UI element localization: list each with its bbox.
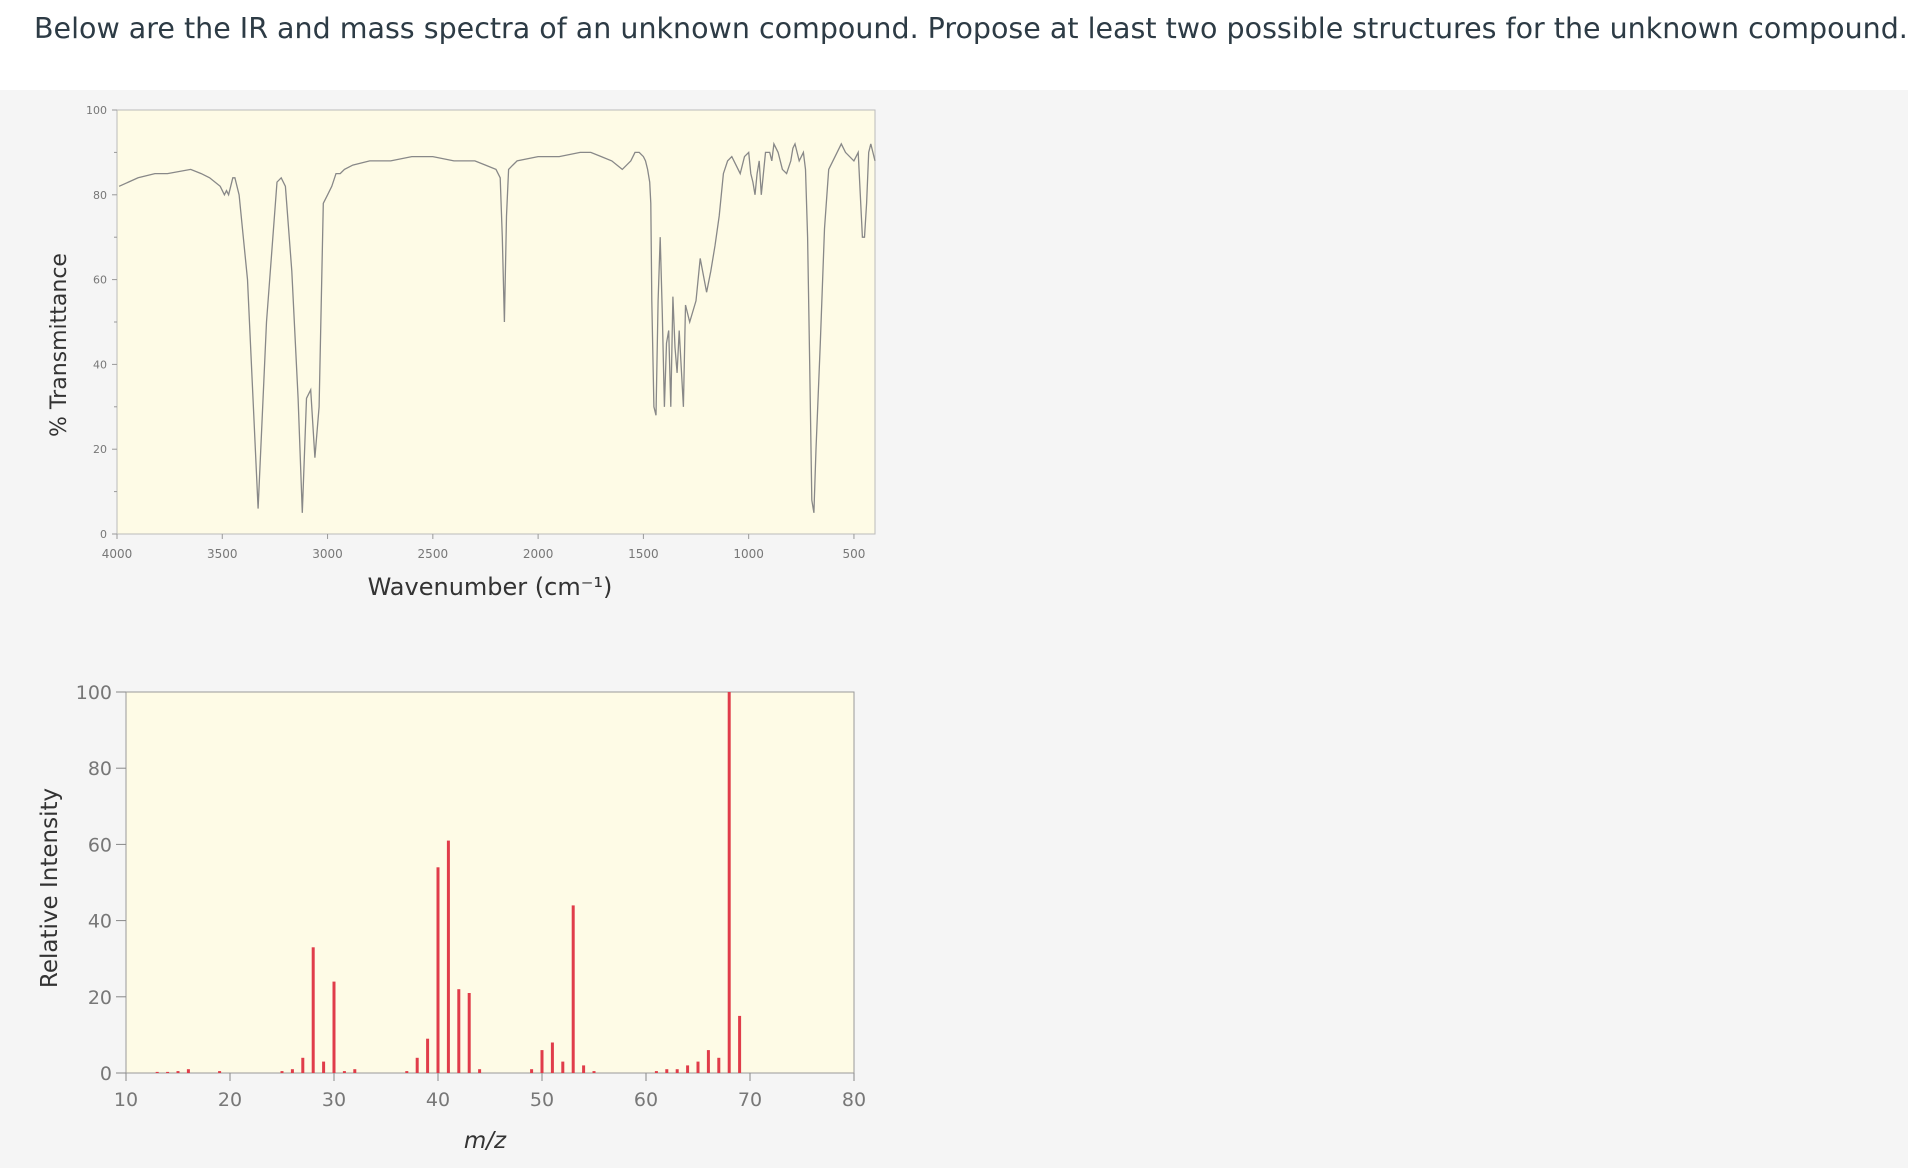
ir-x-axis-label: Wavenumber (cm⁻¹): [368, 573, 613, 601]
ms-peak-bar: [186, 1069, 190, 1073]
ms-peak-bar: [686, 1065, 690, 1073]
ms-peak-bar: [426, 1038, 430, 1073]
ms-y-tick-label: 40: [88, 911, 112, 933]
ir-spectrum-chart: 4000 3500 3000 2500 2000 1500 1000 500 0 20 40 60 80…: [47, 104, 876, 601]
ms-peak-bar: [530, 1069, 534, 1073]
ms-peak-bar: [550, 1042, 554, 1073]
ms-peak-bar: [717, 1057, 721, 1073]
ms-peak-bar: [571, 905, 575, 1073]
ms-peak-bar: [706, 1050, 710, 1073]
ms-peak-bar: [582, 1065, 586, 1073]
ms-peak-bar: [342, 1071, 346, 1073]
ms-y-tick-label: 100: [76, 682, 112, 704]
ms-peak-bar: [738, 1015, 742, 1073]
ms-peak-bar: [561, 1061, 565, 1073]
question-text: Below are the IR and mass spectra of an …: [34, 12, 1908, 45]
ms-x-tick-label: 30: [322, 1089, 346, 1111]
ir-y-tick-label: 60: [93, 274, 107, 287]
ms-ticks: 10 20 30 40 50 60 70 80 0 20 40 60 80 100: [76, 682, 866, 1111]
ir-ticks: 4000 3500 3000 2500 2000 1500 1000 500 0 20 40 60 80…: [86, 104, 865, 561]
ms-x-tick-label: 50: [530, 1089, 554, 1111]
ms-peak-bar: [176, 1071, 180, 1073]
ms-peak-bar: [166, 1071, 170, 1073]
ir-x-tick-label: 2000: [523, 547, 554, 561]
ir-x-tick-label: 1500: [628, 547, 659, 561]
ir-x-tick-label: 2500: [418, 547, 449, 561]
ms-peak-bar: [280, 1071, 284, 1073]
ms-peak-bar: [665, 1069, 669, 1073]
ir-spectrum-line: [118, 141, 876, 513]
ir-y-tick-label: 40: [93, 358, 107, 371]
ms-x-tick-label: 20: [218, 1089, 242, 1111]
ms-peak-bar: [155, 1071, 159, 1073]
ms-x-tick-label: 80: [842, 1089, 866, 1111]
ms-y-tick-label: 60: [88, 834, 112, 856]
ms-x-tick-label: 10: [114, 1089, 138, 1111]
ms-x-tick-label: 40: [426, 1089, 450, 1111]
ms-x-tick-label: 70: [738, 1089, 762, 1111]
ms-x-tick-label: 60: [634, 1089, 658, 1111]
ms-peak-bar: [436, 867, 440, 1073]
ms-plot-area: [125, 691, 855, 1074]
ms-peak-bar: [290, 1069, 294, 1073]
ms-peak-bar: [654, 1071, 658, 1073]
ms-peak-bar: [675, 1069, 679, 1073]
ms-y-axis-label: Relative Intensity: [37, 788, 63, 988]
ir-y-axis-label: % Transmittance: [47, 253, 72, 437]
ms-peak-bar: [332, 981, 336, 1073]
ms-x-axis-label: m/z: [464, 1128, 507, 1154]
ms-peak-bar: [353, 1069, 357, 1073]
ir-x-tick-label: 500: [842, 547, 865, 561]
ir-y-tick-label: 100: [86, 104, 107, 117]
ms-y-tick-label: 0: [100, 1063, 112, 1085]
ms-bars: [155, 692, 742, 1073]
ms-peak-bar: [696, 1061, 700, 1073]
ms-peak-bar: [478, 1069, 482, 1073]
ms-peak-bar: [322, 1061, 326, 1073]
ir-x-tick-label: 3000: [312, 547, 343, 561]
ms-peak-bar: [311, 947, 315, 1073]
ms-peak-bar: [405, 1071, 409, 1073]
ir-y-tick-label: 0: [100, 528, 107, 541]
ms-peak-bar: [218, 1071, 222, 1073]
ms-y-tick-label: 80: [88, 758, 112, 780]
ir-x-tick-label: 1000: [733, 547, 764, 561]
ms-peak-bar: [467, 993, 471, 1073]
ir-y-tick-label: 20: [93, 443, 107, 456]
ir-x-tick-label: 3500: [207, 547, 238, 561]
ms-peak-bar: [457, 989, 461, 1073]
ir-plot-area: [116, 109, 876, 535]
ms-y-tick-label: 20: [88, 987, 112, 1009]
ms-peak-bar: [446, 840, 450, 1073]
ms-peak-bar: [727, 692, 731, 1073]
ir-x-tick-label: 4000: [102, 547, 133, 561]
mass-spectrum-chart: 10 20 30 40 50 60 70 80 0 20 40 60 80 100 Relative In…: [37, 682, 866, 1154]
ms-peak-bar: [592, 1071, 596, 1073]
ms-peak-bar: [415, 1057, 419, 1073]
ms-peak-bar: [301, 1057, 305, 1073]
ir-y-tick-label: 80: [93, 189, 107, 202]
ms-peak-bar: [540, 1050, 544, 1073]
